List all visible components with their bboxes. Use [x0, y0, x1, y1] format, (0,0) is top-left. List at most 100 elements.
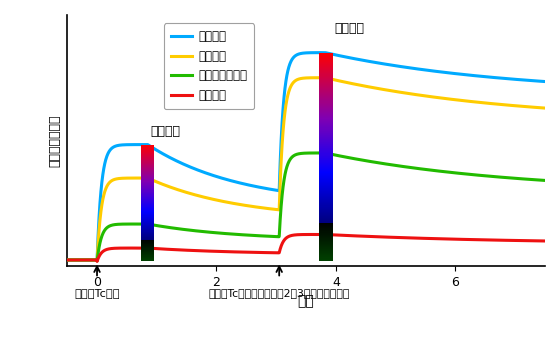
- Bar: [141, 174, 154, 175]
- Bar: [141, 228, 154, 229]
- Bar: [319, 57, 333, 58]
- Bar: [141, 170, 154, 171]
- Bar: [319, 122, 333, 123]
- Bar: [141, 248, 154, 249]
- Bar: [319, 130, 333, 131]
- Bar: [319, 260, 333, 261]
- Bar: [141, 200, 154, 201]
- Bar: [319, 237, 333, 238]
- Bar: [141, 250, 154, 251]
- Bar: [141, 157, 154, 158]
- Bar: [319, 92, 333, 93]
- Bar: [319, 67, 333, 68]
- 梗塞領域: [64, 258, 71, 262]
- Bar: [141, 193, 154, 194]
- Bar: [141, 205, 154, 206]
- Bar: [319, 82, 333, 83]
- Bar: [319, 76, 333, 78]
- Bar: [319, 108, 333, 109]
- Bar: [141, 196, 154, 197]
- Bar: [141, 257, 154, 258]
- Bar: [141, 256, 154, 257]
- Bar: [319, 150, 333, 151]
- Bar: [319, 211, 333, 212]
- Bar: [141, 217, 154, 218]
- 正常領域: [118, 143, 125, 147]
- Bar: [141, 186, 154, 187]
- Bar: [319, 101, 333, 102]
- Bar: [319, 199, 333, 200]
- Bar: [319, 189, 333, 190]
- Bar: [319, 98, 333, 99]
- Bar: [319, 113, 333, 114]
- Bar: [319, 85, 333, 86]
- Bar: [141, 166, 154, 167]
- Bar: [319, 87, 333, 88]
- Bar: [319, 142, 333, 143]
- Bar: [319, 103, 333, 104]
- Bar: [141, 192, 154, 193]
- Bar: [319, 170, 333, 171]
- Bar: [319, 71, 333, 73]
- Bar: [141, 194, 154, 195]
- Bar: [319, 204, 333, 205]
- Bar: [319, 61, 333, 62]
- 梗塞領域: [119, 246, 125, 250]
- Bar: [141, 210, 154, 211]
- 著しい虚血領域: [322, 151, 329, 155]
- Bar: [319, 234, 333, 236]
- Bar: [319, 236, 333, 237]
- Bar: [141, 183, 154, 184]
- Bar: [141, 242, 154, 243]
- Bar: [141, 211, 154, 212]
- Bar: [319, 162, 333, 163]
- Bar: [319, 217, 333, 218]
- Bar: [319, 143, 333, 144]
- Bar: [141, 153, 154, 154]
- Bar: [319, 116, 333, 117]
- Bar: [319, 255, 333, 256]
- Bar: [141, 151, 154, 152]
- Bar: [319, 209, 333, 210]
- Bar: [319, 68, 333, 69]
- Bar: [141, 221, 154, 222]
- Bar: [141, 187, 154, 188]
- Line: 梗塞領域: 梗塞領域: [67, 234, 545, 261]
- Bar: [319, 106, 333, 107]
- Bar: [141, 246, 154, 247]
- Bar: [319, 115, 333, 116]
- Bar: [141, 258, 154, 259]
- Bar: [319, 107, 333, 108]
- Bar: [141, 253, 154, 254]
- Bar: [319, 139, 333, 140]
- Line: 著しい虚血領域: 著しい虚血領域: [67, 153, 545, 261]
- Bar: [319, 118, 333, 119]
- Bar: [319, 159, 333, 160]
- Bar: [319, 160, 333, 161]
- Bar: [319, 221, 333, 222]
- Bar: [141, 162, 154, 163]
- Bar: [319, 230, 333, 232]
- Text: 安静時像: 安静時像: [334, 22, 364, 35]
- 虚血領域: [268, 207, 274, 211]
- Bar: [141, 247, 154, 248]
- Bar: [319, 238, 333, 239]
- Bar: [319, 136, 333, 137]
- Text: 安静時Tc投与（負荷時の2～3倍の量を投与）: 安静時Tc投与（負荷時の2～3倍の量を投与）: [208, 288, 350, 298]
- Bar: [141, 230, 154, 231]
- Bar: [141, 160, 154, 161]
- Bar: [141, 181, 154, 182]
- Bar: [319, 186, 333, 187]
- Bar: [319, 216, 333, 217]
- Bar: [319, 123, 333, 124]
- Bar: [141, 255, 154, 256]
- Bar: [319, 248, 333, 249]
- 正常領域: [147, 144, 153, 148]
- Bar: [141, 222, 154, 223]
- Bar: [319, 244, 333, 245]
- Bar: [319, 147, 333, 148]
- Bar: [319, 214, 333, 215]
- Bar: [141, 232, 154, 233]
- Bar: [319, 140, 333, 141]
- Bar: [141, 227, 154, 228]
